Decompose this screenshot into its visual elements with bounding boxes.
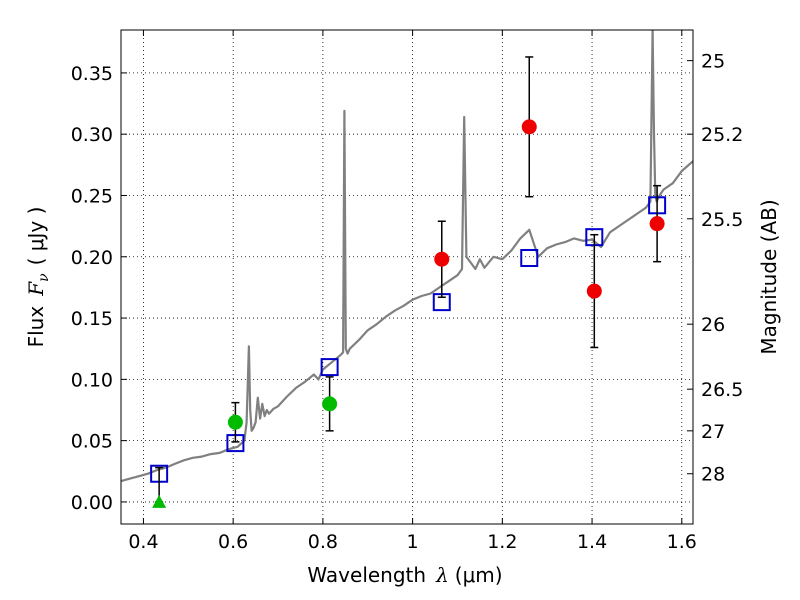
x-tick-label: 0.6	[218, 531, 248, 553]
right-tick-label: 25	[701, 51, 725, 73]
y-tick-label: 0.10	[71, 369, 113, 391]
x-tick-label: 1	[407, 531, 419, 553]
x-tick-label: 0.4	[128, 531, 158, 553]
x-tick-label: 1.6	[667, 531, 697, 553]
observed-circle-point	[649, 216, 665, 232]
y-tick-label: 0.35	[71, 63, 113, 85]
y-tick-label: 0.15	[71, 308, 113, 330]
right-tick-label: 26	[701, 314, 725, 336]
y-axis-label: FluxFν( μJy )	[24, 207, 52, 348]
right-axis-label: Magnitude (AB)	[757, 199, 781, 354]
right-tick-label: 27	[701, 421, 725, 443]
right-tick-label: 28	[701, 464, 725, 486]
y-tick-label: 0.00	[71, 492, 113, 514]
x-axis-label: Wavelength λ (μm)	[307, 563, 502, 587]
plot-frame	[120, 29, 694, 525]
observed-circle-point	[227, 414, 243, 430]
ticks: 0.4 0.6 0.8 1 1.2 1.4 1.6 0.00 0.05 0.10 0.15 0.20 0…	[71, 30, 743, 553]
model-square-point	[320, 358, 339, 377]
y-tick-label: 0.20	[71, 247, 113, 269]
observed-circle-point	[322, 396, 338, 412]
observed-circle-point	[434, 251, 450, 267]
y-tick-label: 0.25	[71, 185, 113, 207]
upper-limit-triangle-point	[152, 494, 167, 508]
plot-area	[121, 30, 693, 508]
grid	[121, 30, 693, 524]
right-tick-label: 26.5	[701, 379, 743, 401]
model-square-point	[520, 249, 539, 267]
right-tick-label: 25.2	[701, 124, 743, 146]
x-tick-label: 1.2	[487, 531, 517, 553]
observed-circle-point	[521, 119, 537, 135]
x-tick-label: 0.8	[308, 531, 338, 553]
observed-circle-point	[586, 283, 602, 299]
series-layer	[121, 30, 693, 508]
y-tick-label: 0.30	[71, 124, 113, 146]
right-tick-label: 25.5	[701, 209, 743, 231]
x-tick-label: 1.4	[577, 531, 607, 553]
y-tick-label: 0.05	[71, 431, 113, 453]
spectrum-line	[121, 30, 693, 483]
